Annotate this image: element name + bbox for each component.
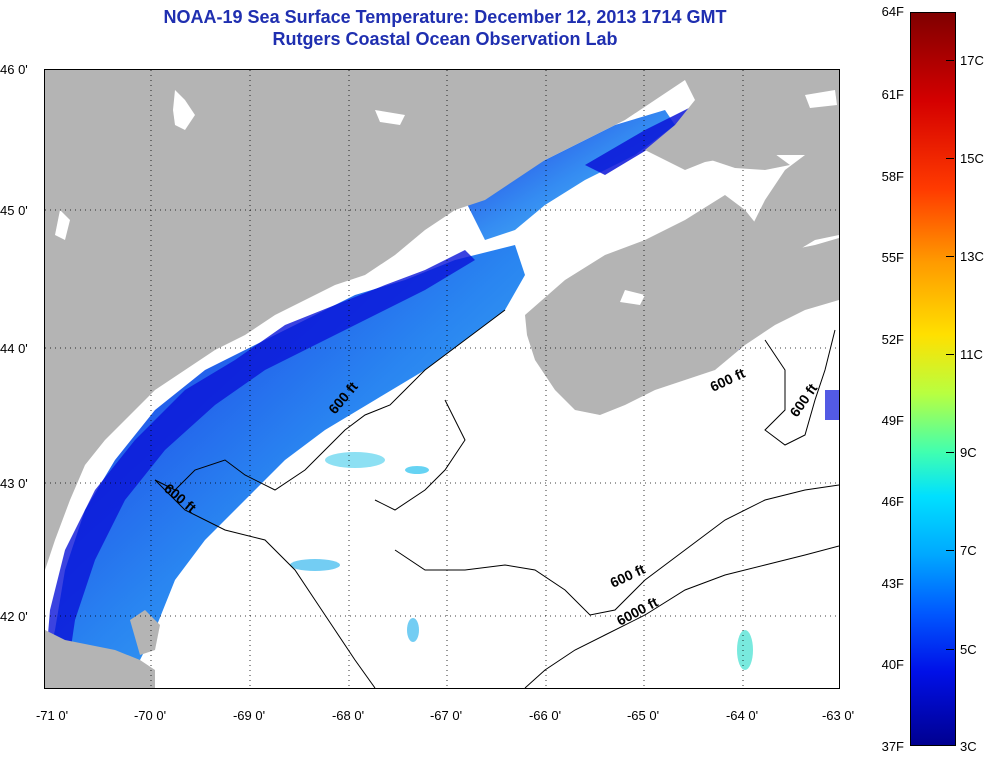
lat-label-44: 44 0' xyxy=(0,341,28,356)
lon-label-64: -64 0' xyxy=(725,708,759,723)
chart-title: NOAA-19 Sea Surface Temperature: Decembe… xyxy=(0,6,890,50)
colorbar-c-7: 7C xyxy=(960,543,977,558)
lon-label-65: -65 0' xyxy=(626,708,660,723)
graticule xyxy=(45,70,839,688)
colorbar-f-52: 52F xyxy=(881,332,904,347)
lat-label-46: 46 0' xyxy=(0,62,28,77)
lon-label-67: -67 0' xyxy=(429,708,463,723)
colorbar-c-5: 5C xyxy=(960,642,977,657)
lat-label-42: 42 0' xyxy=(0,609,28,624)
lon-label-70: -70 0' xyxy=(133,708,167,723)
lon-label-66: -66 0' xyxy=(528,708,562,723)
colorbar-c-15: 15C xyxy=(960,151,984,166)
lake xyxy=(805,90,837,108)
land-cape-cod-arm xyxy=(130,610,160,655)
lake xyxy=(620,290,645,305)
lon-label-63: -63 0' xyxy=(821,708,855,723)
lake xyxy=(743,180,760,195)
sst-patch xyxy=(405,466,429,474)
colorbar-f-40: 40F xyxy=(881,657,904,672)
lake xyxy=(55,210,70,240)
colorbar-c-3: 3C xyxy=(960,739,977,754)
sst-patch xyxy=(825,390,839,420)
sst-map[interactable]: 600 ft 600 ft 600 ft 600 ft 600 ft 6000 … xyxy=(44,69,840,689)
colorbar-f-64: 64F xyxy=(881,4,904,19)
lake xyxy=(173,90,195,130)
colorbar-f-49: 49F xyxy=(881,413,904,428)
sst-patch xyxy=(737,630,753,670)
land-nova-scotia xyxy=(525,195,839,415)
lake xyxy=(375,110,405,125)
lat-label-45: 45 0' xyxy=(0,203,28,218)
colorbar-f-37: 37F xyxy=(881,739,904,754)
sst-fundy-edge xyxy=(585,100,705,175)
colorbar-c-17: 17C xyxy=(960,53,984,68)
sst-coastal-edge xyxy=(45,250,475,688)
land-cape-cod xyxy=(45,630,155,688)
contour-label: 600 ft xyxy=(608,561,648,591)
colorbar-f-55: 55F xyxy=(881,250,904,265)
map-canvas: 600 ft 600 ft 600 ft 600 ft 600 ft 6000 … xyxy=(45,70,839,688)
land-pei xyxy=(705,150,790,170)
lon-label-71: -71 0' xyxy=(35,708,69,723)
sst-patch xyxy=(290,559,340,571)
colorbar-f-46: 46F xyxy=(881,494,904,509)
colorbar-f-43: 43F xyxy=(881,576,904,591)
lon-label-68: -68 0' xyxy=(331,708,365,723)
colorbar-c-9: 9C xyxy=(960,445,977,460)
sst-patch xyxy=(407,618,419,642)
colorbar-f-61: 61F xyxy=(881,87,904,102)
title-line-1: NOAA-19 Sea Surface Temperature: Decembe… xyxy=(163,7,727,27)
land-mainland xyxy=(45,70,839,570)
sst-coastal-band xyxy=(45,245,525,688)
sst-patch xyxy=(325,452,385,468)
bathymetry-contours xyxy=(154,309,839,688)
sst-fundy-band xyxy=(465,110,675,240)
title-line-2: Rutgers Coastal Ocean Observation Lab xyxy=(272,29,618,49)
colorbar-f-58: 58F xyxy=(881,169,904,184)
colorbar-c-11: 11C xyxy=(960,347,983,362)
temperature-colorbar xyxy=(910,12,956,746)
lat-label-43: 43 0' xyxy=(0,476,28,491)
lon-label-69: -69 0' xyxy=(232,708,266,723)
contour-label: 6000 ft xyxy=(614,594,661,629)
colorbar-c-13: 13C xyxy=(960,249,984,264)
